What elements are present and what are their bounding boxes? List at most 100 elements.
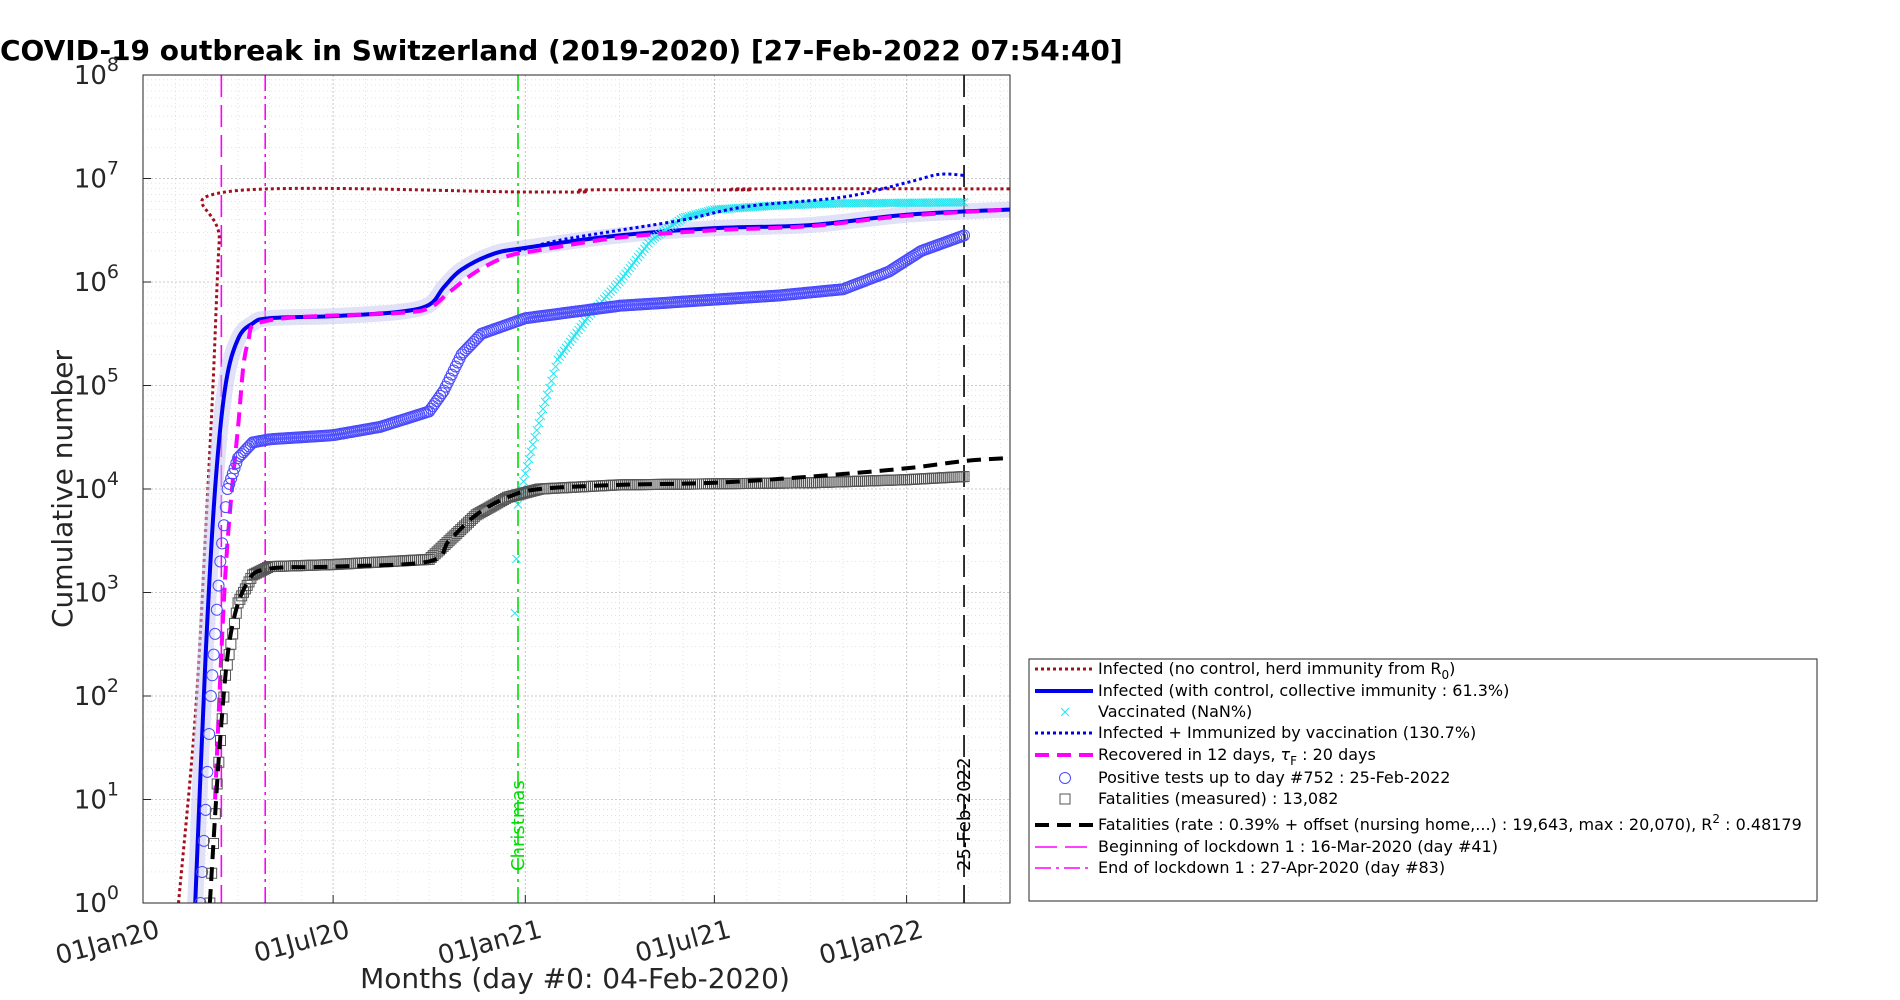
data-point-x (903, 198, 913, 208)
data-point-x (957, 197, 967, 207)
x-axis-label: Months (day #0: 04-Feb-2020) (360, 962, 790, 995)
data-point-circle (203, 727, 216, 740)
data-point-circle (199, 803, 212, 816)
data-point-circle (958, 229, 971, 242)
data-point-x (892, 198, 902, 208)
data-point-x (875, 198, 885, 208)
data-point-x (938, 198, 947, 207)
data-point-x (538, 404, 548, 414)
data-point-x (829, 199, 839, 208)
data-point-x (530, 432, 540, 442)
data-point-x (831, 199, 841, 208)
legend-label: Vaccinated (NaN%) (1098, 702, 1252, 721)
data-point-x (853, 198, 863, 208)
data-point-x (522, 461, 532, 471)
data-point-x (886, 198, 895, 208)
data-point-x (847, 198, 856, 208)
data-point-circle (909, 248, 922, 261)
data-point-x (528, 440, 538, 449)
data-point-x (953, 198, 962, 207)
data-point-x (870, 198, 880, 208)
data-point-x (809, 199, 819, 209)
data-point-circle (216, 537, 229, 550)
legend-label: Infected (with control, collective immun… (1098, 681, 1509, 700)
data-point-x (948, 198, 958, 207)
data-point-x (894, 198, 904, 208)
data-point-x (901, 198, 910, 208)
data-point-x (774, 201, 784, 210)
data-point-square (443, 535, 455, 547)
data-point-x (816, 199, 826, 209)
legend: Infected (no control, herd immunity from… (1028, 658, 1818, 902)
data-point-x (818, 199, 828, 209)
data-point-x (542, 390, 552, 400)
data-point-x (757, 202, 767, 211)
data-point-x (520, 469, 530, 478)
data-point-x (877, 198, 887, 208)
data-point-circle (911, 247, 924, 260)
data-point-x (735, 203, 745, 213)
series-5 (213, 207, 1010, 800)
data-point-x (549, 369, 558, 379)
data-point-square (457, 522, 469, 534)
data-point-x (909, 198, 919, 208)
data-point-circle (201, 765, 214, 778)
data-point-x (918, 198, 928, 208)
data-point-x (785, 200, 795, 210)
data-point-x (905, 198, 915, 208)
data-point-x (935, 198, 945, 207)
data-point-x (890, 198, 900, 208)
data-point-x (855, 198, 865, 208)
data-point-square (445, 533, 457, 545)
y-tick-label: 108 (74, 54, 119, 91)
data-point-x (834, 199, 843, 208)
legend-label: Recovered in 12 days, τF : 20 days (1098, 745, 1376, 768)
data-point-x (944, 198, 954, 207)
data-point-x (912, 198, 921, 208)
data-point-circle (230, 457, 243, 470)
data-point-x (551, 362, 560, 372)
chart-title: COVID-19 outbreak in Switzerland (2019-2… (0, 34, 1123, 67)
data-point-x (907, 198, 917, 208)
data-point-x (842, 198, 852, 208)
data-point-x (510, 608, 520, 618)
data-point-x (798, 200, 808, 209)
data-point-circle (196, 865, 209, 878)
legend-label: Fatalities (rate : 0.39% + offset (nursi… (1098, 812, 1802, 834)
data-point-square (449, 529, 461, 541)
data-point-square (447, 531, 459, 543)
data-point-circle (206, 669, 219, 682)
data-point-x (860, 198, 869, 208)
data-point-x (761, 201, 771, 211)
data-point-x (536, 411, 546, 421)
data-point-x (931, 198, 941, 207)
data-point-x (751, 202, 760, 212)
legend-label: Beginning of lockdown 1 : 16-Mar-2020 (d… (1098, 837, 1498, 856)
data-point-x (547, 376, 556, 386)
data-point-x (513, 500, 523, 509)
legend-label: Fatalities (measured) : 13,082 (1098, 789, 1338, 808)
data-point-x (925, 198, 934, 207)
data-point-x (927, 198, 936, 207)
y-axis-label: Cumulative number (46, 350, 79, 628)
data-point-x (922, 198, 932, 207)
data-point-x (864, 198, 874, 208)
data-point-circle (207, 648, 220, 661)
data-point-x (532, 425, 542, 435)
data-point-x (942, 198, 952, 207)
data-point-circle (210, 603, 223, 616)
data-point-x (792, 200, 802, 210)
data-point-x (851, 198, 861, 208)
data-point-x (714, 204, 724, 214)
data-point-x (879, 198, 889, 208)
data-point-x (883, 198, 893, 208)
data-point-square (453, 526, 465, 538)
data-point-x (881, 198, 891, 208)
data-point-circle (214, 555, 227, 568)
legend-label: Positive tests up to day #752 : 25-Feb-2… (1098, 768, 1450, 787)
data-point-x (873, 198, 882, 208)
data-point-x (840, 198, 850, 208)
data-point-x (866, 198, 876, 208)
